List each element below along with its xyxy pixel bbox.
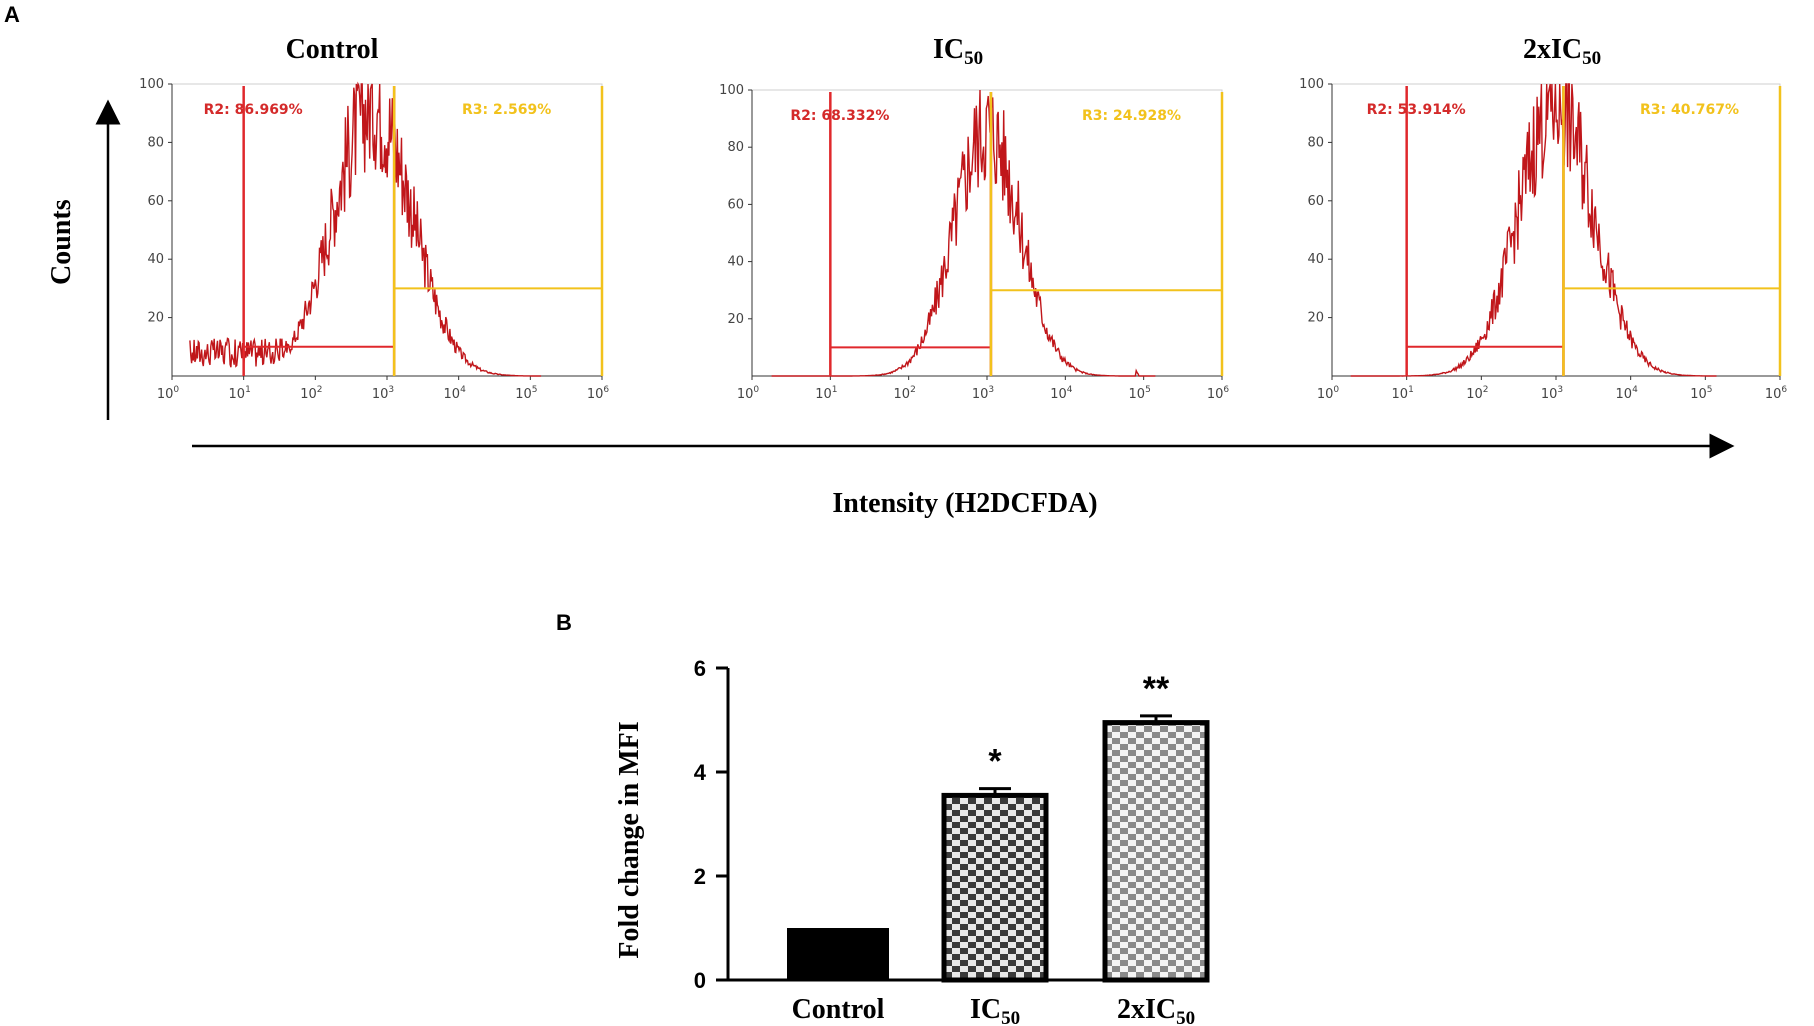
x-tick-label: 101 xyxy=(1392,385,1414,402)
x-tick-label: 103 xyxy=(372,385,394,402)
bar-y-tick-label: 4 xyxy=(694,760,707,785)
x-tick-label: 100 xyxy=(737,385,760,402)
x-tick-label: 104 xyxy=(1050,385,1073,402)
histogram-trace xyxy=(1350,83,1717,377)
x-tick-label: 100 xyxy=(157,385,180,402)
y-tick-label: 80 xyxy=(147,135,164,150)
x-tick-label: 101 xyxy=(815,385,837,402)
y-tick-label: 20 xyxy=(147,311,164,326)
y-tick-label: 60 xyxy=(147,194,164,209)
panel-b-label: B xyxy=(556,610,572,635)
x-tick-label: 102 xyxy=(300,385,322,402)
x-tick-label: 102 xyxy=(1466,385,1488,402)
histogram-title: Control xyxy=(286,34,379,65)
x-tick-label: 106 xyxy=(1765,385,1788,402)
histogram-title: IC50 xyxy=(933,34,983,69)
bar-y-tick-label: 2 xyxy=(694,864,706,889)
bar-3 xyxy=(1102,720,1210,983)
counts-axis-label: Counts xyxy=(46,199,77,285)
gate-r2-label: R2: 86.969% xyxy=(204,102,303,118)
y-tick-label: 100 xyxy=(719,83,744,98)
y-tick-label: 80 xyxy=(1307,135,1324,150)
gate-r3-label: R3: 40.767% xyxy=(1640,102,1739,118)
histogram-plot-3: 2xIC50 20 40 60 80 100 100 101 102 103 104 105 106 R2… xyxy=(1299,34,1787,402)
bar-1 xyxy=(787,928,889,980)
gate-r2-label: R2: 53.914% xyxy=(1367,102,1466,118)
bar-category-label: IC50 xyxy=(970,994,1020,1026)
bar-y-tick-label: 0 xyxy=(694,968,706,993)
plot-frame xyxy=(171,83,603,377)
y-tick-label: 60 xyxy=(727,197,744,212)
x-tick-label: 103 xyxy=(972,385,994,402)
bar-2 xyxy=(941,792,1049,983)
y-tick-label: 40 xyxy=(147,252,164,267)
panel-a-label: A xyxy=(4,2,20,27)
y-tick-label: 100 xyxy=(139,77,164,92)
histogram-trace xyxy=(771,89,1156,377)
histogram-plot-1: Control 20 40 60 80 100 100 101 102 103 104 105 106 R… xyxy=(139,34,609,402)
y-tick-label: 40 xyxy=(727,255,744,270)
x-tick-label: 105 xyxy=(1129,385,1151,402)
x-tick-label: 105 xyxy=(515,385,537,402)
significance-marker: ** xyxy=(1143,670,1170,708)
histogram-trace xyxy=(189,81,542,377)
plot-frame xyxy=(751,89,1223,377)
x-tick-label: 104 xyxy=(1616,385,1639,402)
mfi-axis-label: Fold change in MFI xyxy=(614,721,645,958)
bar-y-tick-label: 6 xyxy=(694,656,706,681)
x-tick-label: 105 xyxy=(1690,385,1712,402)
y-tick-label: 80 xyxy=(727,140,744,155)
x-tick-label: 103 xyxy=(1541,385,1563,402)
panel-a-histograms: Control 20 40 60 80 100 100 101 102 103 104 105 106 R… xyxy=(139,34,1787,402)
histogram-title: 2xIC50 xyxy=(1523,34,1601,69)
bar-category-label: Control xyxy=(792,994,885,1025)
y-tick-label: 40 xyxy=(1307,252,1324,267)
x-tick-label: 101 xyxy=(229,385,251,402)
intensity-axis-label: Intensity (H2DCFDA) xyxy=(832,488,1097,519)
bar-category-label: 2xIC50 xyxy=(1117,994,1195,1026)
y-tick-label: 20 xyxy=(727,312,744,327)
y-tick-label: 20 xyxy=(1307,311,1324,326)
gate-r3-label: R3: 2.569% xyxy=(462,102,551,118)
panel-b-bar-chart: 0 2 4 6 Control * IC50 ** 2xIC50 xyxy=(694,656,1210,1026)
y-tick-label: 60 xyxy=(1307,194,1324,209)
significance-marker: * xyxy=(988,743,1002,781)
x-tick-label: 104 xyxy=(444,385,467,402)
histogram-plot-2: IC50 20 40 60 80 100 100 101 102 103 104 105 106 R2: … xyxy=(719,34,1229,402)
plot-frame xyxy=(1331,83,1781,377)
x-tick-label: 106 xyxy=(587,385,610,402)
x-tick-label: 106 xyxy=(1207,385,1230,402)
gate-r2-label: R2: 68.332% xyxy=(790,108,889,124)
gate-r3-label: R3: 24.928% xyxy=(1082,108,1181,124)
x-tick-label: 100 xyxy=(1317,385,1340,402)
y-tick-label: 100 xyxy=(1299,77,1324,92)
x-tick-label: 102 xyxy=(894,385,916,402)
